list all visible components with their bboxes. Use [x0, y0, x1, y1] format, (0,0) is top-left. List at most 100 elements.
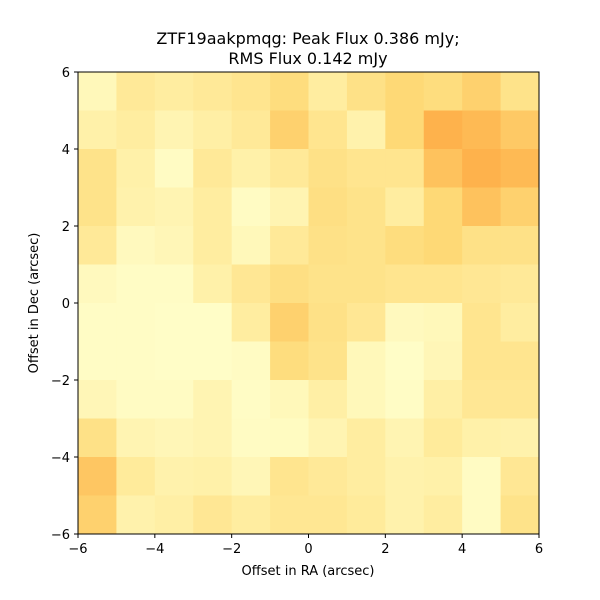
- heatmap-cell: [193, 495, 233, 535]
- heatmap-cell: [423, 187, 463, 227]
- heatmap-cell: [231, 380, 271, 419]
- heatmap-cell: [308, 418, 348, 458]
- x-tick-label: −4: [145, 542, 164, 557]
- heatmap-cell: [423, 149, 463, 188]
- heatmap-cell: [78, 110, 117, 150]
- heatmap-cell: [500, 226, 540, 265]
- heatmap-cell: [500, 187, 540, 227]
- heatmap-cell: [270, 110, 309, 150]
- heatmap-cell: [270, 495, 309, 535]
- x-axis-label: Offset in RA (arcsec): [242, 564, 375, 579]
- heatmap-cell: [346, 226, 386, 265]
- heatmap-cell: [116, 418, 156, 458]
- heatmap-cell: [462, 341, 502, 381]
- heatmap-cell: [154, 187, 194, 227]
- heatmap-cell: [231, 418, 271, 458]
- heatmap-cell: [78, 149, 117, 188]
- heatmap-cell: [346, 303, 386, 342]
- heatmap-cell: [193, 110, 233, 150]
- heatmap-cell: [308, 495, 348, 535]
- heatmap-cell: [154, 303, 194, 342]
- heatmap-cell: [423, 457, 463, 496]
- heatmap-cell: [154, 380, 194, 419]
- heatmap-cell: [500, 495, 540, 535]
- heatmap-cell: [346, 418, 386, 458]
- heatmap-cell: [193, 457, 233, 496]
- heatmap-cell: [308, 341, 348, 381]
- y-tick-label: 4: [62, 143, 70, 158]
- heatmap-cell: [346, 149, 386, 188]
- heatmap-cell: [308, 149, 348, 188]
- heatmap-cell: [270, 72, 309, 111]
- x-tick-label: −6: [68, 542, 87, 557]
- heatmap-cell: [385, 418, 425, 458]
- heatmap-cell: [116, 110, 156, 150]
- heatmap-cell: [116, 495, 156, 535]
- y-axis-ticks: −6 −4 −2 0 2 4 6: [51, 66, 78, 543]
- heatmap-cell: [270, 418, 309, 458]
- y-tick-label: 6: [62, 66, 70, 81]
- heatmap-cell: [423, 264, 463, 304]
- heatmap-cell: [154, 72, 194, 111]
- heatmap-cell: [500, 303, 540, 342]
- heatmap-cell: [462, 110, 502, 150]
- heatmap-cell: [231, 149, 271, 188]
- heatmap-cell: [193, 72, 233, 111]
- y-tick-label: 2: [62, 220, 70, 235]
- heatmap-cell: [423, 226, 463, 265]
- heatmap-cell: [193, 187, 233, 227]
- heatmap-cell: [78, 495, 117, 535]
- heatmap-cell: [78, 264, 117, 304]
- heatmap-cell: [423, 341, 463, 381]
- heatmap-cell: [500, 264, 540, 304]
- heatmap-cell: [231, 187, 271, 227]
- heatmap-cell: [193, 418, 233, 458]
- heatmap-cell: [154, 149, 194, 188]
- heatmap-cell: [462, 149, 502, 188]
- heatmap-cell: [154, 418, 194, 458]
- heatmap-cell: [78, 72, 117, 111]
- x-tick-label: 4: [458, 542, 466, 557]
- heatmap-cell: [385, 187, 425, 227]
- heatmap-cell: [116, 72, 156, 111]
- heatmap-cell: [154, 110, 194, 150]
- heatmap-cell: [231, 341, 271, 381]
- heatmap-cell: [346, 187, 386, 227]
- heatmap-cell: [193, 264, 233, 304]
- heatmap-cells: [78, 72, 540, 535]
- heatmap-cell: [78, 418, 117, 458]
- heatmap-cell: [270, 457, 309, 496]
- heatmap-cell: [270, 226, 309, 265]
- heatmap-cell: [193, 226, 233, 265]
- y-tick-label: −2: [51, 374, 70, 389]
- heatmap-cell: [308, 187, 348, 227]
- heatmap-cell: [500, 149, 540, 188]
- heatmap-cell: [308, 380, 348, 419]
- heatmap-cell: [500, 457, 540, 496]
- heatmap-cell: [385, 457, 425, 496]
- heatmap-cell: [270, 341, 309, 381]
- heatmap-cell: [270, 380, 309, 419]
- heatmap-cell: [231, 303, 271, 342]
- heatmap-cell: [231, 264, 271, 304]
- heatmap-cell: [116, 341, 156, 381]
- y-tick-label: −4: [51, 451, 70, 466]
- heatmap-cell: [462, 226, 502, 265]
- heatmap-cell: [154, 226, 194, 265]
- heatmap-cell: [116, 380, 156, 419]
- y-tick-label: −6: [51, 528, 70, 543]
- y-axis-label: Offset in Dec (arcsec): [27, 233, 42, 374]
- heatmap-cell: [423, 380, 463, 419]
- heatmap-cell: [308, 226, 348, 265]
- heatmap-cell: [116, 303, 156, 342]
- heatmap-cell: [193, 341, 233, 381]
- heatmap-cell: [385, 303, 425, 342]
- heatmap-cell: [308, 264, 348, 304]
- heatmap-cell: [154, 341, 194, 381]
- heatmap-cell: [462, 418, 502, 458]
- heatmap-cell: [462, 187, 502, 227]
- heatmap-cell: [116, 457, 156, 496]
- heatmap-cell: [231, 72, 271, 111]
- heatmap-cell: [462, 264, 502, 304]
